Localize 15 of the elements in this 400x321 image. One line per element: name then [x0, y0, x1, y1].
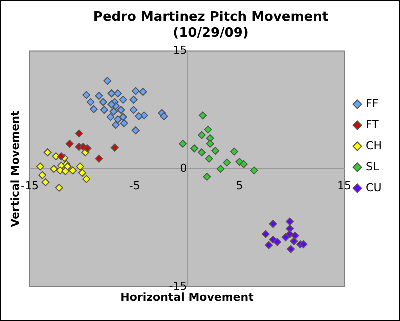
x-tick-label: -5 [129, 180, 140, 193]
legend-label: CH [366, 139, 382, 152]
y-tick-label: 15 [173, 44, 188, 58]
legend-label: FT [366, 118, 380, 132]
legend-label: SL [366, 160, 380, 174]
y-axis-title: Vertical Movement [8, 110, 22, 228]
x-tick-label: 15 [338, 180, 352, 193]
legend-label: FF [366, 97, 379, 110]
legend-label: CU [366, 181, 382, 194]
x-tick-label: -15 [21, 180, 39, 193]
y-tick-label: 0 [180, 162, 188, 175]
y-tick-label: -15 [169, 280, 188, 293]
chart-title: Pedro Martinez Pitch Movement (10/29/09) [93, 10, 329, 41]
x-axis-title: Horizontal Movement [120, 290, 254, 304]
x-tick-label: 5 [236, 180, 244, 193]
